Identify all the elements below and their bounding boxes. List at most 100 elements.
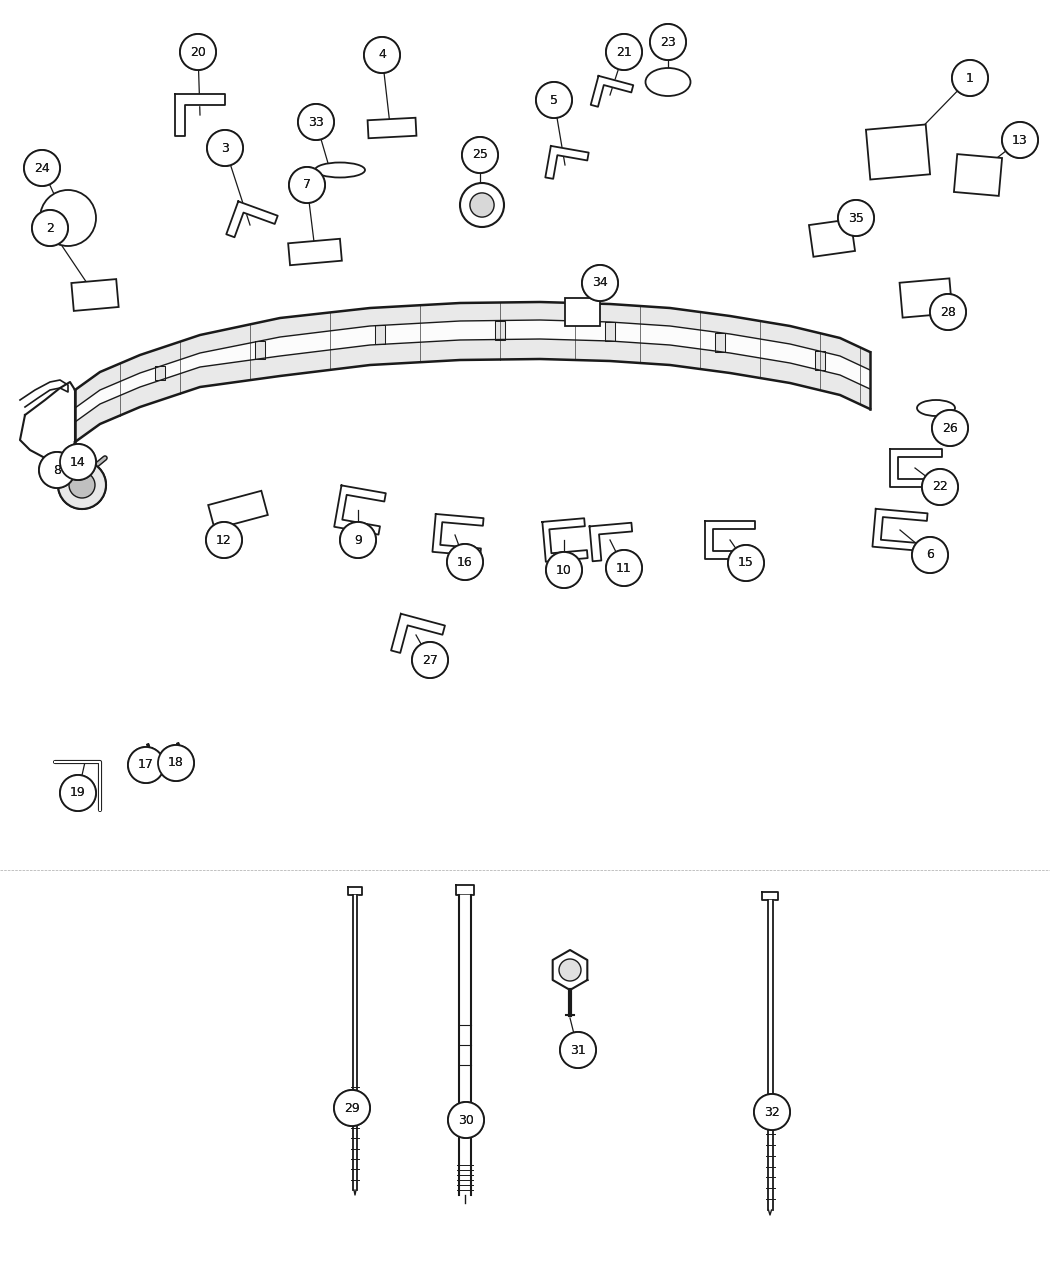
Polygon shape (715, 333, 724, 352)
Circle shape (912, 537, 948, 572)
Text: 34: 34 (592, 277, 608, 289)
Circle shape (206, 521, 242, 558)
Circle shape (334, 1090, 370, 1126)
Circle shape (912, 537, 948, 572)
Circle shape (69, 472, 96, 499)
Text: 17: 17 (138, 759, 154, 771)
Text: 4: 4 (378, 48, 386, 61)
Text: 14: 14 (70, 455, 86, 468)
Text: 12: 12 (216, 533, 232, 547)
Text: 15: 15 (738, 556, 754, 570)
Bar (288, 238, 342, 265)
Circle shape (536, 82, 572, 119)
Text: 7: 7 (303, 179, 311, 191)
Text: 22: 22 (932, 481, 948, 493)
Text: 22: 22 (932, 481, 948, 493)
Bar (866, 125, 930, 180)
Circle shape (606, 550, 642, 586)
Text: 19: 19 (70, 787, 86, 799)
Bar (808, 219, 855, 256)
Text: 25: 25 (472, 148, 488, 162)
Text: 26: 26 (942, 422, 958, 435)
Circle shape (24, 150, 60, 186)
Text: 23: 23 (660, 36, 676, 48)
Circle shape (930, 295, 966, 330)
Circle shape (364, 37, 400, 73)
Polygon shape (334, 486, 385, 534)
Text: 20: 20 (190, 46, 206, 59)
Polygon shape (890, 449, 942, 487)
Text: 34: 34 (592, 277, 608, 289)
Text: 26: 26 (942, 422, 958, 435)
Text: 11: 11 (616, 561, 632, 575)
Text: 21: 21 (616, 46, 632, 59)
Circle shape (412, 643, 448, 678)
Text: 32: 32 (764, 1105, 780, 1118)
Polygon shape (605, 323, 615, 340)
Circle shape (340, 521, 376, 558)
Polygon shape (155, 366, 165, 380)
Circle shape (69, 472, 94, 499)
Circle shape (922, 469, 958, 505)
Text: 18: 18 (168, 756, 184, 770)
Circle shape (58, 462, 106, 509)
Text: 11: 11 (616, 561, 632, 575)
Text: 18: 18 (168, 756, 184, 770)
Text: 35: 35 (848, 212, 864, 224)
Circle shape (922, 469, 958, 505)
Ellipse shape (315, 162, 365, 177)
Bar (368, 117, 417, 138)
Text: 28: 28 (940, 306, 956, 319)
Polygon shape (174, 94, 225, 136)
Text: 30: 30 (458, 1113, 474, 1127)
Polygon shape (375, 325, 385, 344)
Bar (565, 298, 600, 326)
Polygon shape (227, 201, 277, 237)
Circle shape (606, 550, 642, 586)
Circle shape (754, 1094, 790, 1130)
Circle shape (289, 167, 326, 203)
Polygon shape (570, 960, 587, 980)
Circle shape (1002, 122, 1038, 158)
Text: 8: 8 (52, 464, 61, 477)
Polygon shape (459, 895, 471, 1195)
Text: 8: 8 (52, 464, 61, 477)
Circle shape (650, 24, 686, 60)
Circle shape (40, 190, 96, 246)
Text: 30: 30 (458, 1113, 474, 1127)
Text: 10: 10 (556, 564, 572, 576)
Text: 13: 13 (1012, 134, 1028, 147)
Text: 6: 6 (926, 548, 933, 561)
Text: 1: 1 (966, 71, 974, 84)
Circle shape (24, 150, 60, 186)
Text: 17: 17 (138, 759, 154, 771)
Polygon shape (768, 900, 773, 1210)
Bar (900, 278, 952, 317)
Polygon shape (873, 509, 927, 551)
Text: 24: 24 (34, 162, 50, 175)
Circle shape (650, 24, 686, 60)
Polygon shape (543, 518, 588, 562)
Circle shape (930, 295, 966, 330)
Circle shape (546, 552, 582, 588)
Circle shape (536, 82, 572, 119)
Text: 28: 28 (940, 306, 956, 319)
Circle shape (606, 34, 642, 70)
Polygon shape (570, 970, 587, 989)
Text: 3: 3 (222, 142, 229, 154)
Bar (954, 154, 1002, 196)
Polygon shape (552, 960, 570, 980)
Polygon shape (589, 523, 632, 561)
Text: 12: 12 (216, 533, 232, 547)
Text: 27: 27 (422, 654, 438, 667)
Polygon shape (552, 950, 587, 989)
Circle shape (952, 60, 988, 96)
Polygon shape (75, 320, 870, 422)
Text: 20: 20 (190, 46, 206, 59)
Text: 13: 13 (1012, 134, 1028, 147)
Circle shape (60, 444, 96, 479)
Circle shape (158, 745, 194, 782)
Text: 24: 24 (34, 162, 50, 175)
Polygon shape (348, 887, 362, 895)
Text: 6: 6 (926, 548, 933, 561)
